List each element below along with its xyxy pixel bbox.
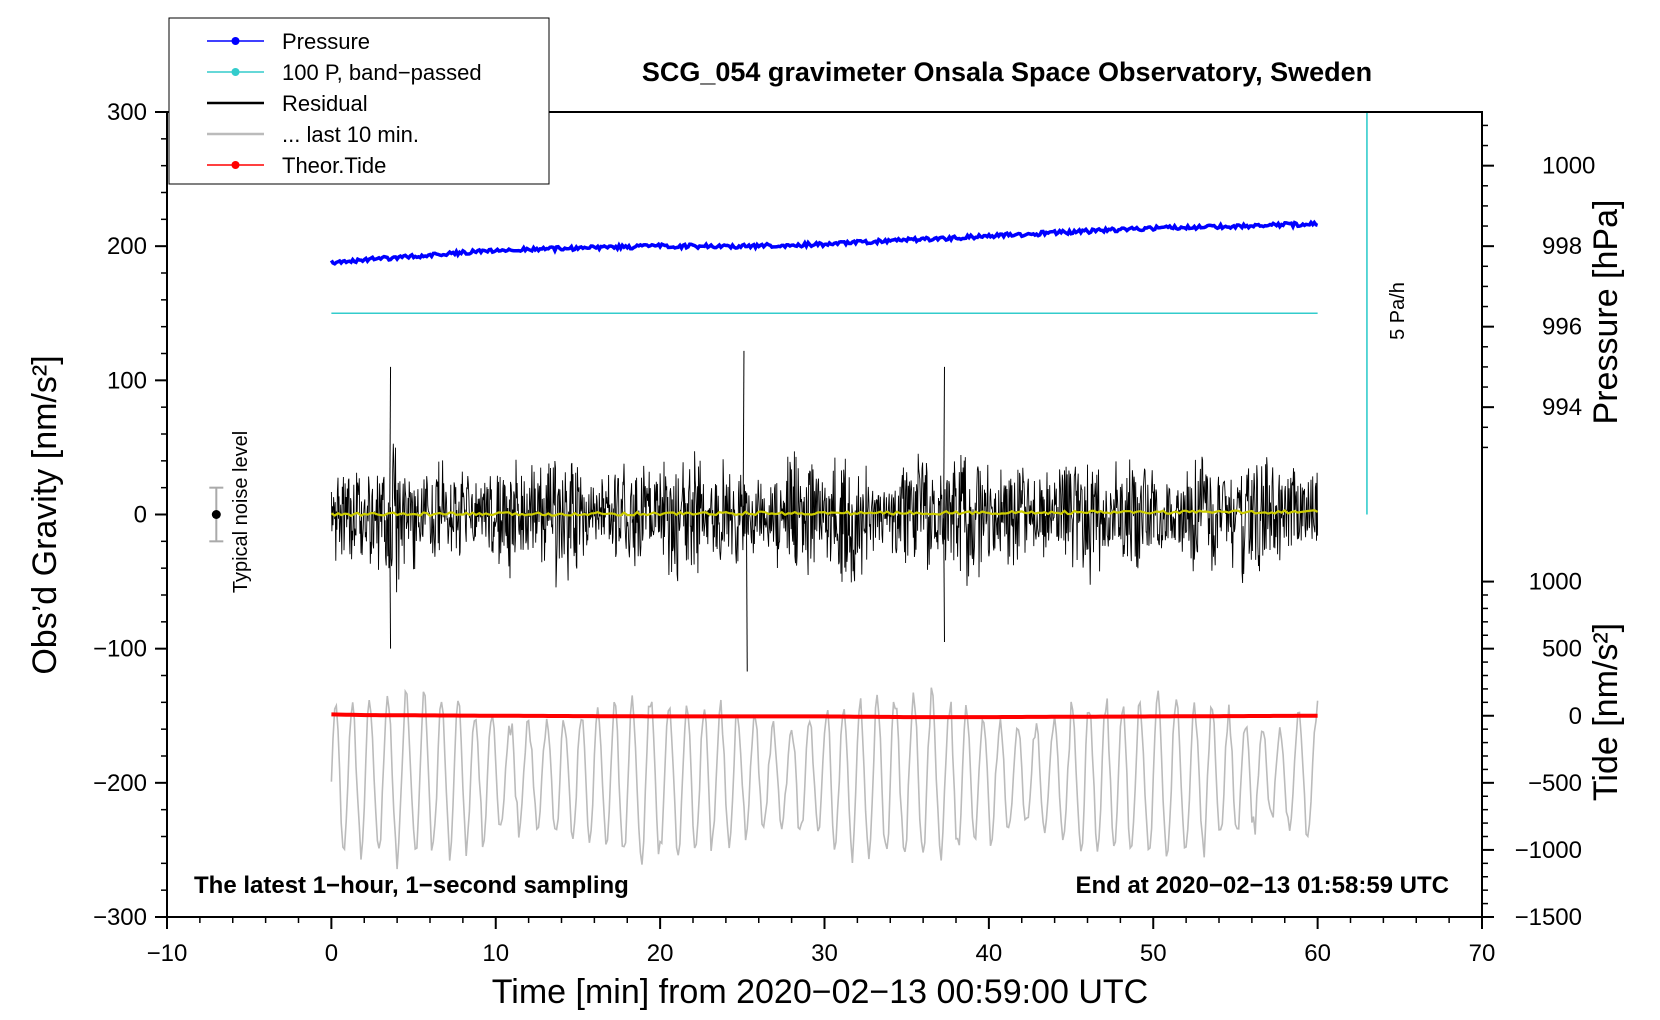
noise-level-dot <box>211 510 221 519</box>
legend-marker <box>231 68 240 76</box>
residual-peak <box>943 514 945 642</box>
legend-label: ... last 10 min. <box>282 122 419 147</box>
legend-marker <box>231 161 240 169</box>
y-axis-title-tide: Tide [nm/s²] <box>1587 623 1625 801</box>
x-tick-label: 30 <box>811 940 838 967</box>
legend-box <box>168 17 550 185</box>
tide-tick-label: 1000 <box>1529 569 1582 596</box>
x-tick-label: 60 <box>1304 940 1331 967</box>
legend: Pressure 100 P, band−passed Residual ... la… <box>168 17 550 185</box>
tide-tick-label: 500 <box>1542 636 1582 663</box>
x-tick-label: 50 <box>1140 940 1167 967</box>
y-axis-title-gravity: Obs’d Gravity [nm/s²] <box>26 355 64 674</box>
x-tick-label: 20 <box>647 940 674 967</box>
legend-label: Pressure <box>282 29 370 54</box>
y-tick-label: −200 <box>93 770 147 797</box>
chart-title: SCG_054 gravimeter Onsala Space Observat… <box>642 57 1372 87</box>
pressure-rate-label: 5 Pa/h <box>1387 282 1409 340</box>
y-tick-label: 0 <box>134 502 147 529</box>
y-tick-label: 300 <box>107 99 147 126</box>
y-axis-title-pressure: Pressure [hPa] <box>1587 200 1625 425</box>
pressure-line <box>329 219 1319 266</box>
theoretical-tide-line <box>331 712 1318 720</box>
pressure-tick-label: 996 <box>1542 314 1582 341</box>
y-tick-label: 100 <box>107 367 147 394</box>
x-tick-label: 70 <box>1469 940 1496 967</box>
last-10-min-line <box>330 687 1319 870</box>
pressure-tick-label: 994 <box>1542 394 1582 421</box>
legend-label: 100 P, band−passed <box>282 60 482 85</box>
x-tick-label: 0 <box>325 940 338 967</box>
series-layer <box>209 112 1368 870</box>
x-axis-title: Time [min] from 2020−02−13 00:59:00 UTC <box>492 973 1148 1011</box>
residual-peak <box>745 514 748 672</box>
residual-line <box>330 443 1319 593</box>
end-time-note: End at 2020−02−13 01:58:59 UTC <box>1075 872 1449 899</box>
y-tick-label: −100 <box>93 636 147 663</box>
tide-tick-label: −500 <box>1528 770 1582 797</box>
tide-tick-label: −1500 <box>1515 904 1582 931</box>
legend-label: Theor.Tide <box>282 153 386 178</box>
x-tick-label: 10 <box>482 940 509 967</box>
ticks-layer: −10 0 10 20 30 40 50 60 70−300−200−1000100200300… <box>93 99 1595 967</box>
residual-peak <box>389 366 392 515</box>
tide-tick-label: 0 <box>1569 703 1582 730</box>
noise-level-label: Typical noise level <box>230 431 252 593</box>
y-tick-label: 200 <box>107 233 147 260</box>
sampling-note: The latest 1−hour, 1−second sampling <box>194 872 629 899</box>
x-tick-label: −10 <box>147 940 188 967</box>
legend-marker <box>231 37 240 45</box>
y-tick-label: −300 <box>93 904 147 931</box>
residual-peak <box>742 350 745 515</box>
residual-peak <box>943 366 945 515</box>
residual-mean-line <box>330 509 1319 518</box>
legend-label: Residual <box>282 91 368 116</box>
residual-peak <box>389 514 392 649</box>
pressure-tick-label: 1000 <box>1542 153 1595 180</box>
tide-tick-label: −1000 <box>1515 837 1582 864</box>
pressure-tick-label: 998 <box>1542 233 1582 260</box>
x-tick-label: 40 <box>976 940 1003 967</box>
